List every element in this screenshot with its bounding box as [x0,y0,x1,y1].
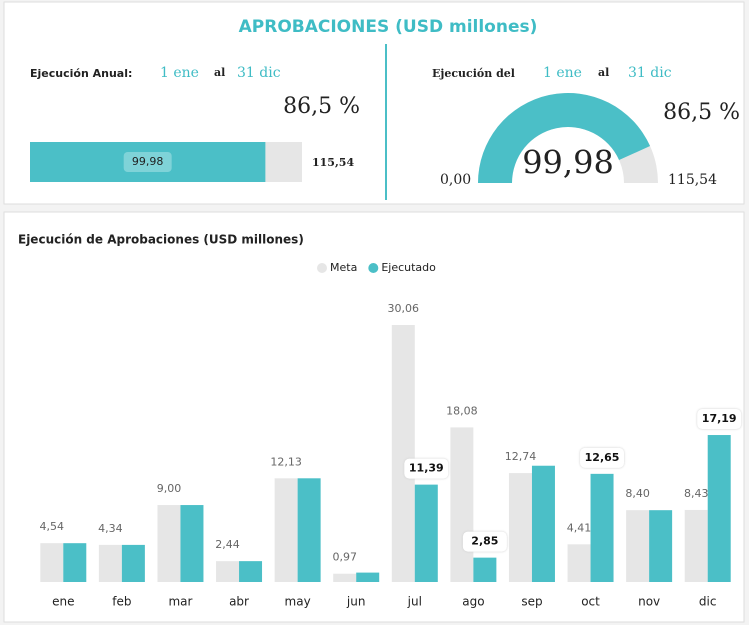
legend-swatch [368,263,379,273]
annual-label-box [123,152,172,172]
x-tick-label: nov [638,595,660,609]
data-label: 12,65 [585,451,620,464]
x-tick-label: may [285,595,311,609]
title: APROBACIONES (USD millones) [239,17,538,37]
x-tick-label: abr [229,595,249,609]
data-label-box [697,409,742,430]
bar [239,561,263,582]
data-label: 30,06 [388,302,420,315]
x-tick-label: oct [581,595,600,609]
gauge-min: 0,00 [440,172,471,188]
bar [649,510,673,582]
bar [40,543,64,582]
data-label: 0,97 [332,551,357,564]
data-label: 4,41 [567,521,592,534]
data-label-box [580,447,625,468]
annual-to: 31 dic [237,65,281,81]
bar [216,561,240,582]
bar [98,544,122,582]
gauge-max: 115,54 [668,172,717,188]
data-label: 11,39 [409,462,444,475]
bar [590,473,614,582]
data-label: 4,34 [98,522,123,535]
bar [391,325,415,582]
x-tick-label: dic [699,595,717,609]
annual-executed-label: 99,98 [132,155,164,168]
x-tick-label: feb [112,595,131,609]
legend-label: Ejecutado [381,261,436,274]
data-label: 12,13 [270,455,302,468]
bar [626,510,650,582]
bar [333,573,357,582]
period-label: Ejecución del [432,67,515,80]
x-tick-label: mar [168,595,192,609]
bar [567,544,591,582]
gauge-value [478,93,651,183]
bar [684,509,708,582]
bar [157,505,181,582]
annual-target: 115,54 [312,156,354,169]
chart-title: Ejecución de Aprobaciones (USD millones) [18,233,304,247]
data-label-box [462,531,507,552]
bar [414,484,438,582]
annual-label: Ejecución Anual: [30,67,132,80]
data-label: 12,74 [505,450,537,463]
annual-percent: 86,5 % [283,94,360,119]
period-to: 31 dic [628,65,672,81]
annual-sep: al [214,66,225,79]
bar [63,543,87,582]
bar [180,505,204,582]
bar [121,544,145,582]
legend-swatch [317,263,327,273]
period-from: 1 ene [543,65,582,81]
bar [508,473,532,582]
bar [450,427,474,582]
x-tick-label: jul [407,595,422,609]
x-tick-label: ene [52,595,74,609]
data-label: 8,40 [625,487,650,500]
x-tick-label: jun [346,595,366,609]
bar [531,465,555,582]
bar [473,557,497,582]
data-label: 9,00 [157,482,182,495]
data-label: 4,54 [40,520,65,533]
period-sep: al [598,66,609,79]
legend-label: Meta [330,261,357,274]
data-label: 2,44 [215,538,240,551]
data-label: 18,08 [446,404,478,417]
bar [297,478,321,582]
x-tick-label: sep [521,595,542,609]
data-label: 17,19 [702,412,737,425]
gauge-value-label: 99,98 [522,144,614,182]
data-label-box [404,458,449,479]
x-tick-label: ago [462,595,484,609]
bar [707,435,731,582]
annual-from: 1 ene [160,65,199,81]
data-label: 2,85 [471,535,498,548]
bar [356,572,380,582]
period-percent: 86,5 % [663,100,740,125]
bar [274,478,298,582]
data-label: 8,43 [684,487,709,500]
